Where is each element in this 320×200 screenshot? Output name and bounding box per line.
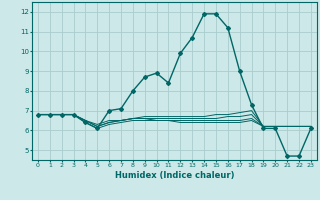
X-axis label: Humidex (Indice chaleur): Humidex (Indice chaleur) — [115, 171, 234, 180]
